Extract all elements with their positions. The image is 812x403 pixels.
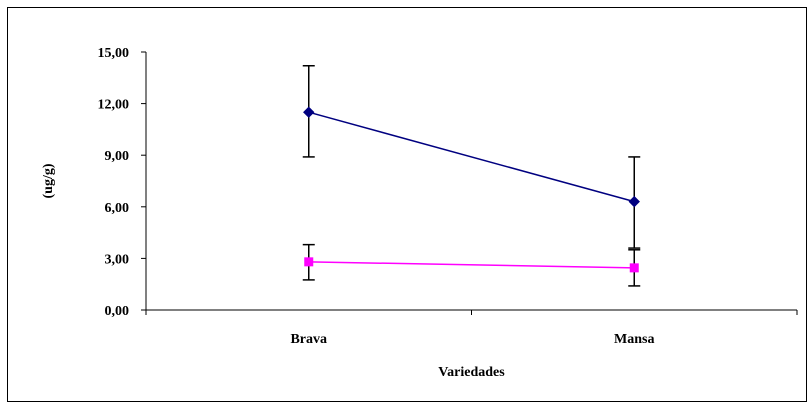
chart-frame xyxy=(7,7,807,402)
data-point-diamond xyxy=(303,106,315,118)
series-1 xyxy=(302,65,641,249)
x-tick-label: Brava xyxy=(290,332,327,347)
series-line xyxy=(308,261,635,269)
y-tick-label: 6,00 xyxy=(105,201,130,216)
data-point-square xyxy=(304,257,314,267)
series-layer xyxy=(302,65,641,287)
y-tick-label: 12,00 xyxy=(98,98,130,113)
y-tick-label: 15,00 xyxy=(98,46,130,61)
x-tick-label: Mansa xyxy=(614,332,654,347)
series-line xyxy=(308,111,635,203)
series-2 xyxy=(302,243,641,287)
y-tick-labels: 0,00 3,00 6,00 9,00 12,00 15,00 xyxy=(98,46,130,319)
x-tick-labels: Brava Mansa xyxy=(290,332,654,347)
data-point-diamond xyxy=(628,195,640,208)
y-tick-label: 0,00 xyxy=(105,304,130,319)
y-tick-label: 3,00 xyxy=(105,252,130,267)
axes xyxy=(141,51,798,315)
y-axis-title: (ug/g) xyxy=(41,163,56,198)
data-point-square xyxy=(629,263,639,273)
y-tick-label: 9,00 xyxy=(105,149,130,164)
x-axis-title: Variedades xyxy=(438,365,505,380)
